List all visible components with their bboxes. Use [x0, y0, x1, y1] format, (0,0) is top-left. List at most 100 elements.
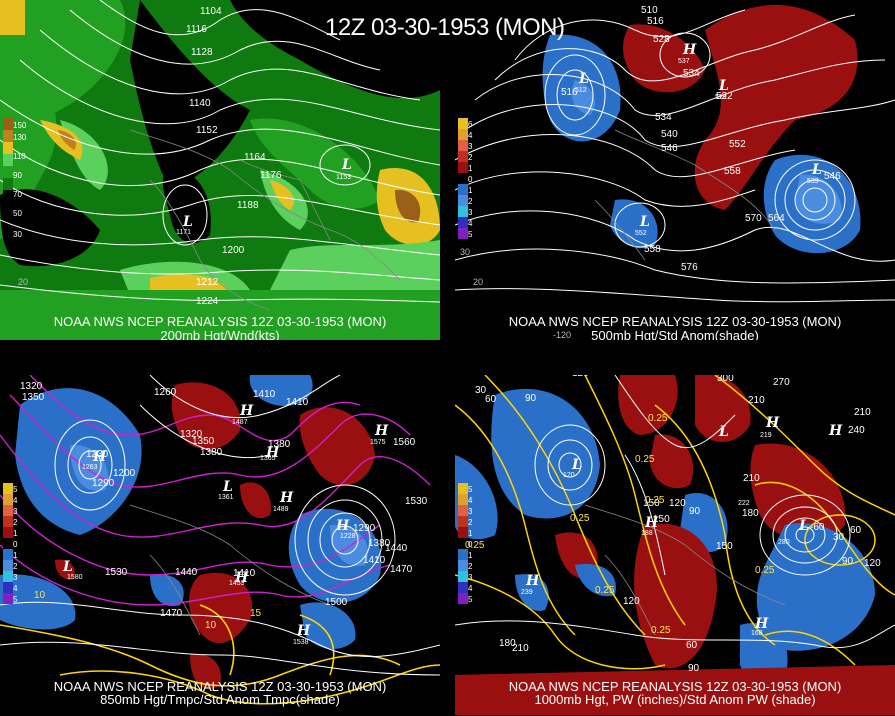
temperature-label: 15: [250, 608, 262, 619]
colorbar-label: 5: [13, 595, 18, 604]
contour-label: 1128: [191, 47, 213, 58]
contour-label: 1290: [92, 478, 115, 489]
contour-label: 1410: [253, 389, 276, 400]
contour-label: 1470: [160, 608, 183, 619]
low-pressure-symbol: L: [719, 424, 729, 440]
high-pressure-symbol: H: [235, 570, 249, 586]
colorbar-label: 150: [13, 121, 27, 130]
colorbar-1000mb: [458, 483, 468, 604]
pressure-value: 1575: [370, 439, 386, 446]
contour-label: 1230: [86, 449, 109, 460]
colorbar-label: 4: [13, 584, 18, 593]
colorbar-850mb: [3, 483, 13, 604]
pw-contour-label: 0.25: [595, 585, 615, 596]
contour-label: 1152: [196, 125, 218, 136]
contour-label: 1176: [260, 170, 282, 181]
pressure-value: 552: [635, 230, 647, 237]
pressure-value: 1580: [67, 574, 83, 581]
contour-label: 180: [742, 508, 759, 519]
contour-label: 210: [748, 395, 765, 406]
low-pressure-symbol: L: [640, 214, 650, 230]
pw-contour-label: 0.25: [645, 495, 665, 506]
colorbar-label: 3: [468, 507, 473, 516]
low-pressure-symbol: L: [183, 214, 193, 230]
contour-label: 270: [773, 377, 790, 388]
contour-label: 1224: [196, 296, 219, 307]
contour-label: 510: [641, 5, 658, 16]
pressure-value: 1228: [340, 533, 356, 540]
colorbar-label: 1: [13, 529, 18, 538]
contour-label: 516: [647, 16, 664, 27]
pressure-value: 222: [738, 500, 750, 507]
high-pressure-symbol: H: [755, 616, 769, 632]
pressure-value: 512: [575, 87, 587, 94]
colorbar-label: 3: [13, 573, 18, 582]
colorbar-label: 110: [13, 152, 26, 161]
colorbar-label: 1: [468, 529, 473, 538]
pressure-value: 188: [641, 530, 653, 537]
panel-caption-line2: 850mb Hgt/Tmpc/Std Anom Tmpc(shade): [100, 692, 340, 707]
low-pressure-symbol: L: [579, 71, 589, 87]
contour-label: 90: [525, 393, 537, 404]
contour-label: 1164: [244, 152, 266, 163]
contour-label: 558: [724, 166, 741, 177]
panel-500mb: 6 4 3 2 1 0 1 2 3 4 5 510 516 528 534 54…: [455, 0, 895, 340]
colorbar-label: 6: [468, 120, 473, 129]
contour-label: 540: [661, 129, 678, 140]
contour-label: 1350: [192, 436, 215, 447]
high-pressure-symbol: H: [683, 42, 697, 58]
colorbar-500mb: [458, 118, 468, 239]
contour-label: 1320: [180, 429, 203, 440]
high-pressure-symbol: H: [336, 518, 350, 534]
contour-label: 120: [623, 596, 640, 607]
temperature-label: 10: [34, 590, 46, 601]
colorbar-label: 2: [468, 197, 473, 206]
pw-contour-label: 0.25: [755, 565, 775, 576]
grid-label: -120: [553, 330, 572, 340]
pw-contour-label: 0.25: [648, 413, 668, 424]
contour-label: 300: [717, 375, 734, 384]
colorbar-label: 4: [468, 496, 473, 505]
pressure-value: 537: [678, 58, 690, 65]
colorbar-label: 1: [468, 186, 473, 195]
colorbar-label: 50: [13, 209, 22, 218]
grid-label: 20: [473, 277, 484, 287]
low-pressure-symbol: L: [719, 78, 729, 94]
colorbar-200mb: [3, 118, 13, 202]
pressure-value: 120: [563, 472, 575, 479]
pressure-value: 1153: [336, 174, 352, 181]
contour-label: 120: [572, 375, 589, 379]
contour-label: 150: [716, 541, 733, 552]
colorbar-label: 3: [468, 573, 473, 582]
pressure-value: -60: [810, 522, 825, 533]
panel-caption-line1: NOAA NWS NCEP REANALYSIS 12Z 03-30-1953 …: [508, 314, 842, 329]
colorbar-label: 2: [468, 153, 473, 162]
contour-label: 1440: [385, 543, 408, 554]
contour-label: 60: [686, 640, 698, 651]
contour-label: 1116: [186, 24, 207, 35]
contour-label: 1200: [222, 245, 245, 256]
high-pressure-symbol: H: [93, 449, 107, 465]
contour-label: 528: [653, 34, 670, 45]
colorbar-label: 4: [468, 219, 473, 228]
contour-label: 576: [681, 262, 698, 273]
high-pressure-symbol: H: [266, 445, 280, 461]
panel-caption-line2: 1000mb Hgt, PW (inches)/Std Anom PW (sha…: [534, 692, 816, 707]
pressure-value: 1365: [260, 455, 276, 462]
contour-label: 180: [499, 638, 516, 649]
pw-contour-label: 0.25: [570, 513, 590, 524]
pw-contour-label: 0.25: [465, 540, 485, 551]
colorbar-label: 130: [13, 133, 27, 142]
low-pressure-symbol: L: [799, 518, 809, 534]
pressure-value: 1361: [218, 494, 234, 501]
contour-label: 1410: [286, 397, 309, 408]
contour-label: 546: [661, 143, 678, 154]
contour-label: 90: [842, 556, 854, 567]
colorbar-label: 2: [13, 518, 18, 527]
grid-label: 20: [18, 277, 29, 287]
low-pressure-symbol: L: [223, 479, 233, 495]
pressure-value: 539: [807, 178, 819, 185]
colorbar-label: 1: [13, 551, 18, 560]
panel-850mb: 5 4 3 2 1 0 1 2 3 4 5 1320 1350 1260 123…: [0, 375, 440, 715]
pressure-value: 280: [778, 539, 790, 546]
